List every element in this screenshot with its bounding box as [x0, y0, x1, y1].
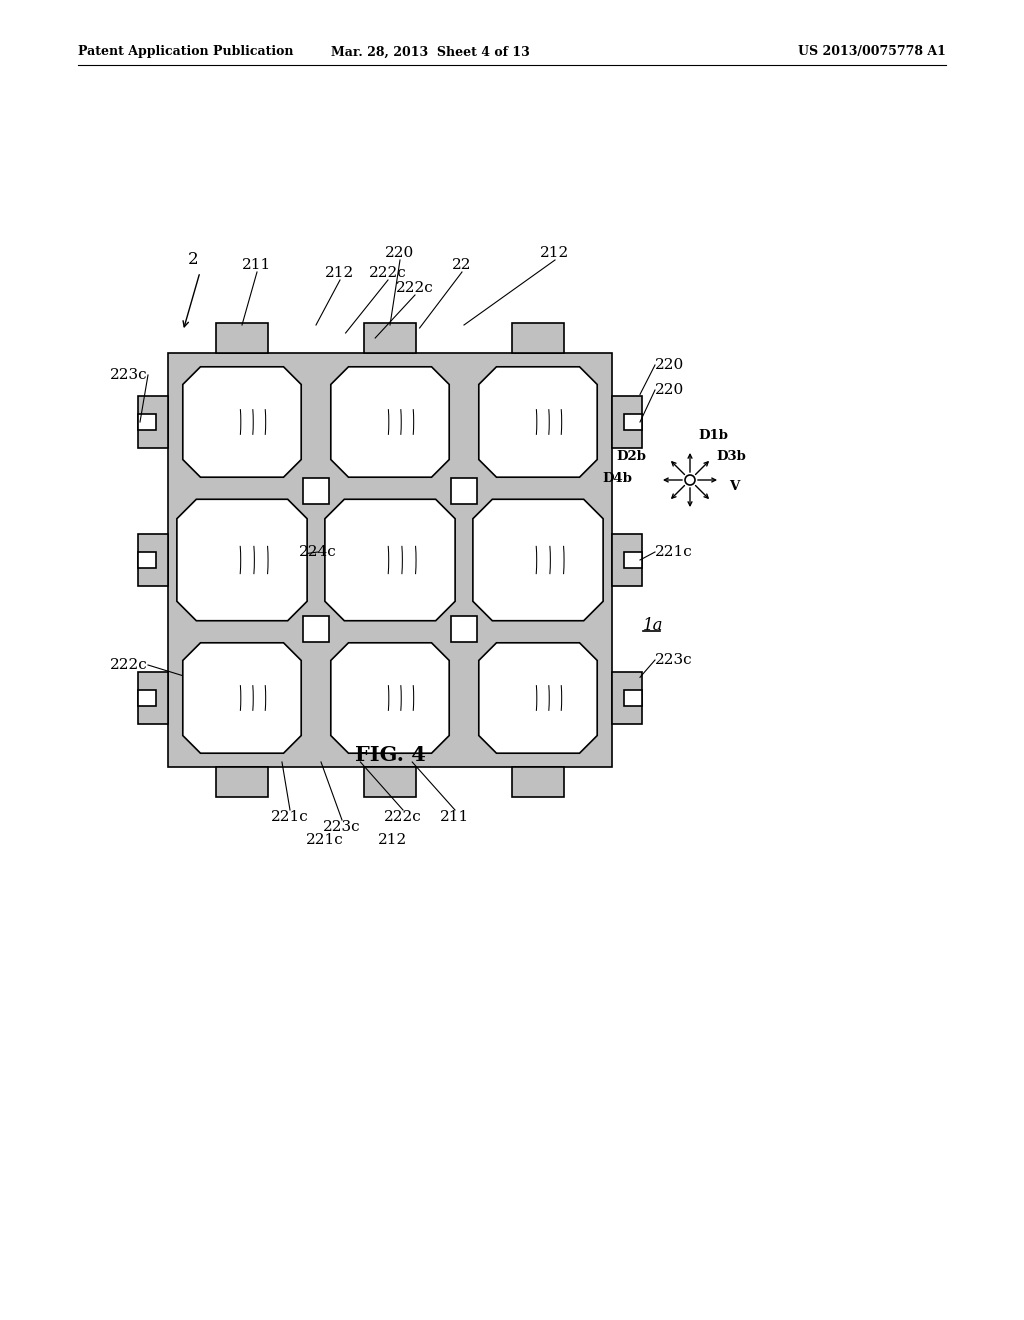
- Polygon shape: [177, 499, 307, 620]
- Bar: [512, 767, 564, 797]
- Text: D4b: D4b: [602, 471, 632, 484]
- Bar: [364, 323, 416, 352]
- Text: 223c: 223c: [324, 820, 360, 834]
- Polygon shape: [325, 499, 455, 620]
- Bar: [364, 767, 416, 797]
- Polygon shape: [331, 643, 450, 754]
- Bar: [138, 552, 156, 568]
- Text: 2: 2: [187, 252, 199, 268]
- Bar: [168, 352, 612, 767]
- Bar: [612, 535, 642, 586]
- Text: 212: 212: [541, 246, 569, 260]
- Text: FIG. 4: FIG. 4: [354, 744, 425, 766]
- Text: 22: 22: [453, 257, 472, 272]
- Text: 211: 211: [440, 810, 470, 824]
- Bar: [512, 323, 564, 352]
- Polygon shape: [479, 367, 597, 478]
- Text: 220: 220: [385, 246, 415, 260]
- Polygon shape: [183, 367, 301, 478]
- Text: D2b: D2b: [616, 450, 647, 463]
- Bar: [624, 690, 642, 706]
- Text: 222c: 222c: [384, 810, 422, 824]
- Bar: [138, 672, 168, 723]
- Polygon shape: [473, 499, 603, 620]
- Text: 224c: 224c: [299, 545, 337, 558]
- Text: D1b: D1b: [698, 429, 728, 442]
- Bar: [138, 690, 156, 706]
- Bar: [624, 552, 642, 568]
- Text: 222c: 222c: [396, 281, 434, 294]
- Bar: [303, 616, 329, 642]
- Polygon shape: [183, 643, 301, 754]
- Text: 1a: 1a: [643, 616, 664, 634]
- Text: 221c: 221c: [271, 810, 309, 824]
- Bar: [138, 396, 168, 447]
- Text: Patent Application Publication: Patent Application Publication: [78, 45, 294, 58]
- Bar: [216, 323, 268, 352]
- Bar: [612, 672, 642, 723]
- Polygon shape: [331, 367, 450, 478]
- Bar: [138, 414, 156, 430]
- Text: 220: 220: [655, 358, 684, 372]
- Text: 223c: 223c: [111, 368, 148, 381]
- Bar: [624, 414, 642, 430]
- Text: Mar. 28, 2013  Sheet 4 of 13: Mar. 28, 2013 Sheet 4 of 13: [331, 45, 529, 58]
- Bar: [451, 478, 477, 504]
- Bar: [451, 616, 477, 642]
- Text: 221c: 221c: [655, 545, 693, 558]
- Circle shape: [685, 475, 695, 484]
- Polygon shape: [479, 643, 597, 754]
- Text: 212: 212: [326, 267, 354, 280]
- Bar: [303, 478, 329, 504]
- Bar: [138, 535, 168, 586]
- Text: 220: 220: [655, 383, 684, 397]
- Text: US 2013/0075778 A1: US 2013/0075778 A1: [798, 45, 946, 58]
- Text: 223c: 223c: [655, 653, 692, 667]
- Text: 212: 212: [379, 833, 408, 847]
- Text: 222c: 222c: [369, 267, 407, 280]
- Text: V: V: [729, 479, 739, 492]
- Text: 222c: 222c: [111, 657, 148, 672]
- Bar: [612, 396, 642, 447]
- Bar: [216, 767, 268, 797]
- Text: 221c: 221c: [306, 833, 344, 847]
- Text: 211: 211: [243, 257, 271, 272]
- Text: D3b: D3b: [716, 450, 746, 463]
